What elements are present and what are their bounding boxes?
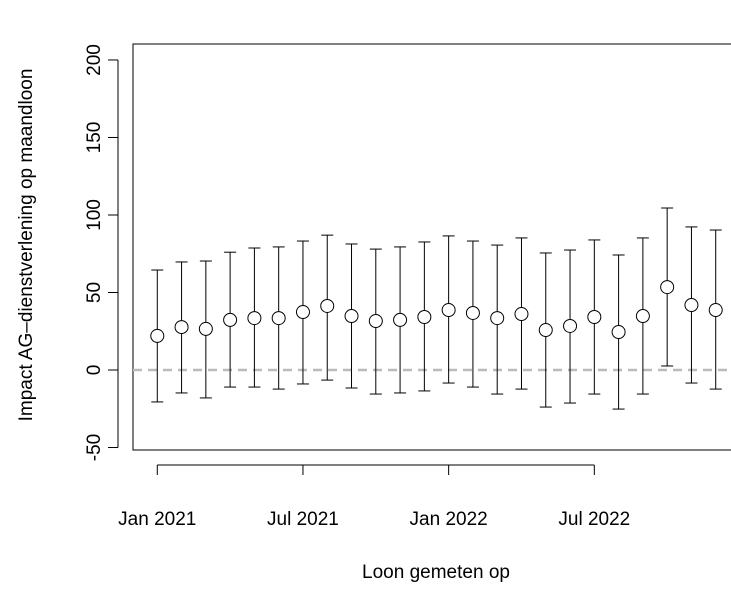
- point: [417, 309, 432, 324]
- point: [344, 309, 359, 324]
- point: [247, 311, 262, 326]
- point: [490, 311, 505, 326]
- point: [514, 307, 529, 322]
- point: [174, 320, 189, 335]
- y-tick-label: -50: [84, 434, 105, 461]
- point: [368, 314, 383, 329]
- point: [611, 325, 626, 340]
- plot-frame: [132, 43, 731, 451]
- point: [708, 303, 723, 318]
- y-axis-title: Impact AG–dienstverlening op maandloon: [16, 69, 37, 422]
- x-tick-label: Jan 2022: [410, 509, 488, 530]
- y-tick-label: 150: [84, 122, 105, 154]
- point: [271, 311, 286, 326]
- point: [295, 305, 310, 320]
- point: [150, 328, 165, 343]
- y-tick-label: 200: [84, 44, 105, 76]
- point: [660, 280, 675, 295]
- point: [635, 309, 650, 324]
- point: [684, 298, 699, 313]
- point: [320, 298, 335, 313]
- point: [587, 309, 602, 324]
- point: [538, 323, 553, 338]
- y-tick-label: 0: [84, 365, 105, 376]
- point: [393, 312, 408, 327]
- point: [223, 312, 238, 327]
- point: [465, 305, 480, 320]
- x-tick-label: Jul 2022: [558, 509, 630, 530]
- point: [198, 321, 213, 336]
- point: [563, 318, 578, 333]
- x-tick-label: Jan 2021: [118, 509, 196, 530]
- y-tick-label: 50: [84, 282, 105, 303]
- x-tick-label: Jul 2021: [267, 509, 339, 530]
- point: [441, 303, 456, 318]
- y-tick-label: 100: [84, 199, 105, 231]
- x-axis-title: Loon gemeten op: [362, 562, 510, 583]
